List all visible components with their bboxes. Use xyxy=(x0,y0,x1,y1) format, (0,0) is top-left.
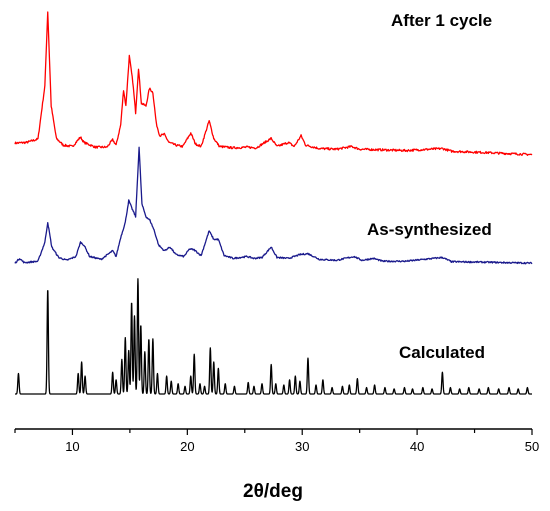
series-label-calculated: Calculated xyxy=(399,343,485,362)
series-line-as-synthesized xyxy=(14,146,533,265)
x-tick-label: 50 xyxy=(525,439,539,454)
series-line-after-1-cycle xyxy=(14,11,533,156)
x-tick-label: 30 xyxy=(295,439,309,454)
x-tick-label: 10 xyxy=(65,439,79,454)
series-label-as-synthesized: As-synthesized xyxy=(367,220,492,239)
series-traces xyxy=(14,11,533,395)
series-line-calculated xyxy=(14,278,533,395)
x-tick-label: 20 xyxy=(180,439,194,454)
x-axis-ticks: 10 20 30 40 50 xyxy=(14,429,539,454)
series-label-after-1-cycle: After 1 cycle xyxy=(391,11,492,30)
x-tick-label: 40 xyxy=(410,439,424,454)
x-axis-title: 2θ/deg xyxy=(243,481,303,502)
x-axis: 10 20 30 40 50 xyxy=(14,428,539,454)
